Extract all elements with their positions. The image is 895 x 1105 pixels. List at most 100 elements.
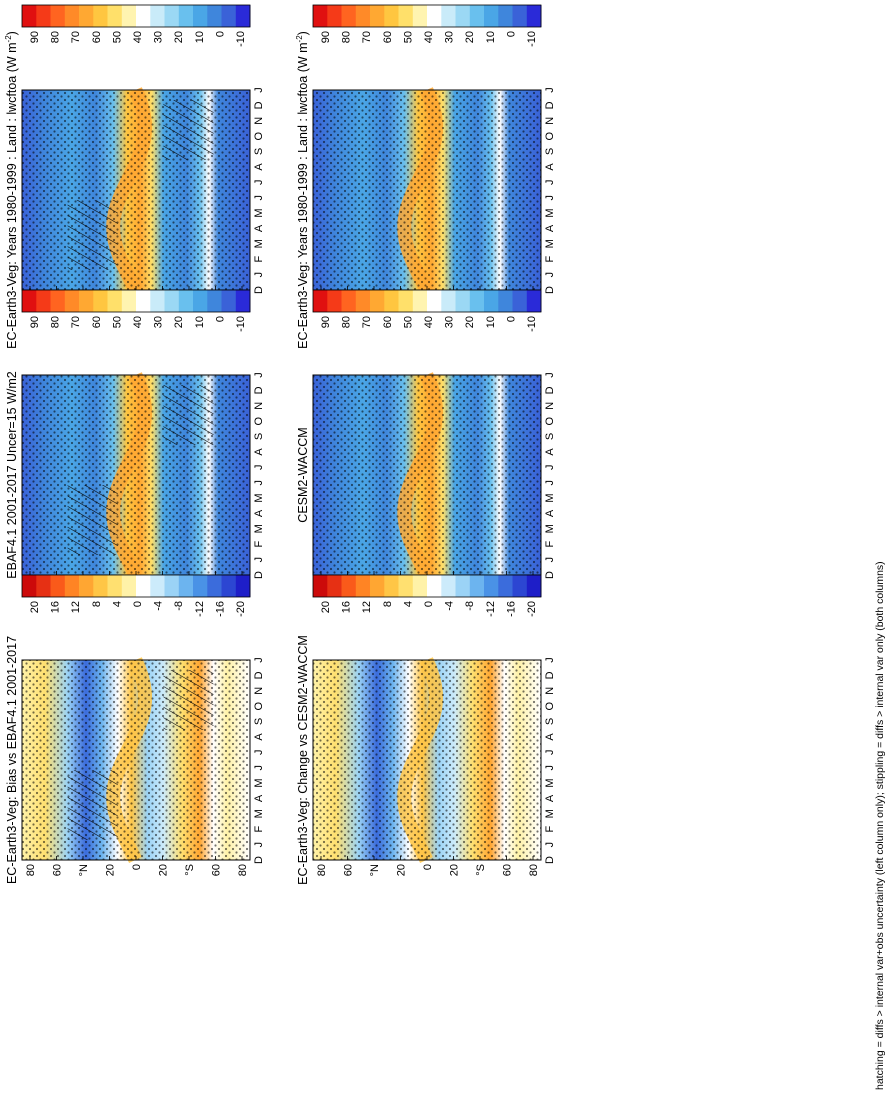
lat-tick-label: 20 bbox=[449, 864, 461, 876]
colorbar-tick-label: 60 bbox=[382, 31, 394, 43]
hatching-overlay bbox=[67, 770, 118, 840]
month-tick-label: D bbox=[544, 671, 556, 679]
colorbar-tick-label: 40 bbox=[132, 31, 144, 43]
colorbar-swatch bbox=[207, 575, 222, 597]
colorbar-swatch bbox=[93, 575, 108, 597]
lat-tick-label: 80 bbox=[316, 864, 328, 876]
colorbar-tick-label: 20 bbox=[173, 31, 185, 43]
colorbar-swatch bbox=[50, 575, 66, 597]
colorbar-tick-label: 30 bbox=[444, 31, 456, 43]
colorbar-tick-label: 60 bbox=[91, 31, 103, 43]
stippling-overlay bbox=[22, 375, 250, 575]
colorbar-swatch bbox=[50, 5, 66, 27]
colorbar-swatch bbox=[93, 5, 108, 27]
colorbar-tick-label: 90 bbox=[29, 316, 41, 328]
month-tick-label: J bbox=[544, 765, 556, 771]
colorbar-swatch bbox=[64, 290, 80, 312]
panel-title: EC-Earth3-Veg: Years 1980-1999 : Land : … bbox=[4, 31, 19, 349]
colorbar-tick-label: 60 bbox=[382, 316, 394, 328]
colorbar-swatch bbox=[136, 575, 151, 597]
colorbar-swatch bbox=[64, 575, 80, 597]
colorbar-swatch bbox=[398, 5, 414, 27]
colorbar-tick-label: 30 bbox=[153, 31, 165, 43]
colorbar-swatch bbox=[370, 290, 385, 312]
colorbar-tick-label: 40 bbox=[423, 31, 435, 43]
colorbar-swatch bbox=[327, 5, 342, 27]
lat-tick-label: 60 bbox=[52, 864, 64, 876]
month-tick-label: A bbox=[253, 224, 265, 232]
colorbar-swatch bbox=[484, 5, 499, 27]
colorbar-swatch bbox=[235, 290, 251, 312]
colorbar-swatch bbox=[526, 290, 542, 312]
month-tick-label: S bbox=[544, 718, 556, 725]
colorbar-swatch bbox=[313, 575, 328, 597]
colorbar-tick-label: 0 bbox=[505, 316, 517, 322]
colorbar-frame bbox=[21, 574, 251, 598]
colorbar-tick-label: -12 bbox=[194, 601, 206, 617]
colorbar-tick-label: 12 bbox=[70, 601, 82, 613]
figure-footnote: hatching = diffs > internal var+obs unce… bbox=[874, 561, 886, 1090]
colorbar-swatch bbox=[36, 290, 51, 312]
colorbar-swatch bbox=[121, 290, 137, 312]
colorbar-tick-label: 60 bbox=[91, 316, 103, 328]
colorbar-swatch bbox=[22, 290, 37, 312]
colorbar-tick-label: -20 bbox=[526, 601, 538, 617]
colorbar-swatch bbox=[498, 290, 513, 312]
colorbar-swatch bbox=[235, 575, 251, 597]
colorbar: 20 16 12 8 4 0 -4 -8 -12 -16 -20 bbox=[312, 574, 542, 617]
colorbar-swatch bbox=[164, 290, 180, 312]
panel-left-bottom: 20 16 12 8 4 0 -4 -8 -12 -16 -20 80 60 °N 20 0 20 °S 60 80 D… bbox=[5, 574, 265, 884]
month-tick-label: N bbox=[253, 687, 265, 695]
lat-tick-label: °S bbox=[184, 864, 196, 876]
colorbar-frame bbox=[312, 289, 542, 313]
hovmoller-plot bbox=[21, 372, 251, 579]
month-tick-label: O bbox=[544, 416, 556, 425]
colorbar-swatch bbox=[455, 5, 471, 27]
panel-title: CESM2-WACCM bbox=[296, 427, 310, 522]
colorbar-swatch bbox=[526, 575, 542, 597]
colorbar-swatch bbox=[441, 5, 456, 27]
month-tick-label: A bbox=[253, 794, 265, 802]
month-tick-label: F bbox=[253, 541, 265, 548]
month-tick-label: J bbox=[253, 750, 265, 756]
month-tick-label: J bbox=[253, 87, 265, 93]
month-tick-label: M bbox=[544, 524, 556, 533]
colorbar-swatch bbox=[178, 575, 194, 597]
colorbar-swatch bbox=[484, 290, 499, 312]
colorbar-swatch bbox=[384, 290, 399, 312]
colorbar-swatch bbox=[412, 575, 428, 597]
month-tick-label: N bbox=[544, 687, 556, 695]
month-tick-label: M bbox=[253, 209, 265, 218]
colorbar-swatch bbox=[412, 5, 428, 27]
month-tick-label: A bbox=[544, 733, 556, 741]
month-tick-label: A bbox=[544, 163, 556, 171]
month-tick-label: O bbox=[253, 131, 265, 140]
colorbar-tick-label: 20 bbox=[320, 601, 332, 613]
month-tick-label: A bbox=[544, 224, 556, 232]
colorbar-swatch bbox=[512, 575, 528, 597]
month-tick-label: S bbox=[253, 433, 265, 440]
month-tick-label: N bbox=[253, 117, 265, 125]
month-tick-label: O bbox=[253, 701, 265, 710]
month-tick-label: J bbox=[544, 195, 556, 201]
colorbar-tick-label: 80 bbox=[341, 31, 353, 43]
colorbar-swatch bbox=[498, 575, 513, 597]
colorbar-tick-label: 20 bbox=[173, 316, 185, 328]
colorbar-tick-label: 70 bbox=[361, 316, 373, 328]
month-tick-label: O bbox=[544, 701, 556, 710]
month-tick-label: D bbox=[544, 286, 556, 294]
colorbar-swatch bbox=[384, 575, 399, 597]
colorbar-tick-label: 80 bbox=[50, 31, 62, 43]
month-tick-label: J bbox=[253, 480, 265, 486]
panel-right-top: 9080706050403020100-108060°N20020°S6080D… bbox=[295, 4, 556, 349]
colorbar-swatch bbox=[526, 5, 542, 27]
colorbar-swatch bbox=[36, 575, 51, 597]
colorbar-swatch bbox=[427, 5, 442, 27]
month-tick-label: F bbox=[253, 826, 265, 833]
colorbar-swatch bbox=[398, 290, 414, 312]
lat-tick-label: 20 bbox=[396, 864, 408, 876]
lat-tick-label: 80 bbox=[237, 864, 249, 876]
month-tick-label: J bbox=[253, 180, 265, 186]
colorbar-swatch bbox=[150, 290, 165, 312]
month-tick-label: M bbox=[544, 809, 556, 818]
